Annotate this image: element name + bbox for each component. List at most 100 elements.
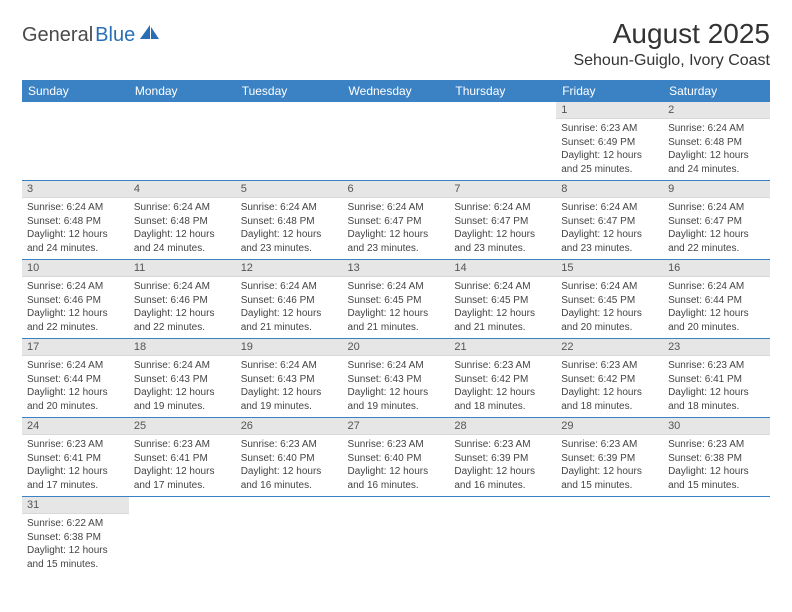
- day-number: 8: [556, 181, 663, 198]
- header: GeneralBlue August 2025 Sehoun-Guiglo, I…: [22, 18, 770, 70]
- weekday-header: Thursday: [449, 80, 556, 102]
- day-content: Sunrise: 6:23 AMSunset: 6:39 PMDaylight:…: [449, 435, 556, 496]
- day-content: Sunrise: 6:24 AMSunset: 6:47 PMDaylight:…: [449, 198, 556, 259]
- daylight-text-2: and 21 minutes.: [241, 321, 338, 335]
- daylight-text-1: Daylight: 12 hours: [454, 307, 551, 321]
- day-number: 30: [663, 418, 770, 435]
- day-content: Sunrise: 6:23 AMSunset: 6:40 PMDaylight:…: [343, 435, 450, 496]
- daylight-text-1: Daylight: 12 hours: [27, 228, 124, 242]
- sunset-text: Sunset: 6:48 PM: [134, 215, 231, 229]
- day-number: 27: [343, 418, 450, 435]
- daylight-text-1: Daylight: 12 hours: [668, 465, 765, 479]
- calendar-day-cell: 4Sunrise: 6:24 AMSunset: 6:48 PMDaylight…: [129, 181, 236, 260]
- calendar-day-cell: 8Sunrise: 6:24 AMSunset: 6:47 PMDaylight…: [556, 181, 663, 260]
- daylight-text-1: Daylight: 12 hours: [134, 465, 231, 479]
- sunrise-text: Sunrise: 6:24 AM: [134, 201, 231, 215]
- calendar-empty-cell: [449, 102, 556, 181]
- calendar-day-cell: 18Sunrise: 6:24 AMSunset: 6:43 PMDayligh…: [129, 339, 236, 418]
- sunset-text: Sunset: 6:43 PM: [241, 373, 338, 387]
- sunrise-text: Sunrise: 6:24 AM: [27, 359, 124, 373]
- sunrise-text: Sunrise: 6:23 AM: [454, 438, 551, 452]
- sunrise-text: Sunrise: 6:23 AM: [561, 122, 658, 136]
- daylight-text-2: and 17 minutes.: [27, 479, 124, 493]
- sunset-text: Sunset: 6:47 PM: [348, 215, 445, 229]
- day-content: Sunrise: 6:24 AMSunset: 6:48 PMDaylight:…: [129, 198, 236, 259]
- daylight-text-2: and 22 minutes.: [668, 242, 765, 256]
- calendar-table: SundayMondayTuesdayWednesdayThursdayFrid…: [22, 80, 770, 575]
- weekday-header: Tuesday: [236, 80, 343, 102]
- daylight-text-2: and 19 minutes.: [348, 400, 445, 414]
- sunset-text: Sunset: 6:48 PM: [668, 136, 765, 150]
- title-block: August 2025 Sehoun-Guiglo, Ivory Coast: [573, 18, 770, 70]
- calendar-empty-cell: [449, 497, 556, 576]
- daylight-text-1: Daylight: 12 hours: [561, 149, 658, 163]
- sunrise-text: Sunrise: 6:24 AM: [241, 280, 338, 294]
- brand-text-general: General: [22, 24, 93, 47]
- day-number: 2: [663, 102, 770, 119]
- sunrise-text: Sunrise: 6:23 AM: [668, 359, 765, 373]
- calendar-day-cell: 20Sunrise: 6:24 AMSunset: 6:43 PMDayligh…: [343, 339, 450, 418]
- sunset-text: Sunset: 6:46 PM: [241, 294, 338, 308]
- sunrise-text: Sunrise: 6:24 AM: [27, 201, 124, 215]
- daylight-text-1: Daylight: 12 hours: [134, 228, 231, 242]
- calendar-week-row: 17Sunrise: 6:24 AMSunset: 6:44 PMDayligh…: [22, 339, 770, 418]
- sunset-text: Sunset: 6:48 PM: [27, 215, 124, 229]
- day-content: Sunrise: 6:22 AMSunset: 6:38 PMDaylight:…: [22, 514, 129, 575]
- daylight-text-2: and 24 minutes.: [27, 242, 124, 256]
- day-number: 14: [449, 260, 556, 277]
- calendar-week-row: 24Sunrise: 6:23 AMSunset: 6:41 PMDayligh…: [22, 418, 770, 497]
- sunset-text: Sunset: 6:46 PM: [134, 294, 231, 308]
- day-number: 10: [22, 260, 129, 277]
- daylight-text-2: and 16 minutes.: [348, 479, 445, 493]
- calendar-day-cell: 26Sunrise: 6:23 AMSunset: 6:40 PMDayligh…: [236, 418, 343, 497]
- day-content: Sunrise: 6:24 AMSunset: 6:45 PMDaylight:…: [556, 277, 663, 338]
- day-content: Sunrise: 6:24 AMSunset: 6:43 PMDaylight:…: [129, 356, 236, 417]
- calendar-day-cell: 2Sunrise: 6:24 AMSunset: 6:48 PMDaylight…: [663, 102, 770, 181]
- sunrise-text: Sunrise: 6:24 AM: [454, 280, 551, 294]
- sunset-text: Sunset: 6:45 PM: [561, 294, 658, 308]
- calendar-empty-cell: [236, 102, 343, 181]
- daylight-text-1: Daylight: 12 hours: [27, 386, 124, 400]
- weekday-header: Saturday: [663, 80, 770, 102]
- calendar-body: 1Sunrise: 6:23 AMSunset: 6:49 PMDaylight…: [22, 102, 770, 575]
- daylight-text-2: and 20 minutes.: [561, 321, 658, 335]
- daylight-text-1: Daylight: 12 hours: [241, 307, 338, 321]
- day-content: Sunrise: 6:24 AMSunset: 6:46 PMDaylight:…: [236, 277, 343, 338]
- calendar-day-cell: 27Sunrise: 6:23 AMSunset: 6:40 PMDayligh…: [343, 418, 450, 497]
- sunset-text: Sunset: 6:47 PM: [668, 215, 765, 229]
- day-content: Sunrise: 6:23 AMSunset: 6:40 PMDaylight:…: [236, 435, 343, 496]
- daylight-text-2: and 23 minutes.: [241, 242, 338, 256]
- daylight-text-2: and 23 minutes.: [454, 242, 551, 256]
- sunset-text: Sunset: 6:43 PM: [348, 373, 445, 387]
- weekday-header: Monday: [129, 80, 236, 102]
- sunset-text: Sunset: 6:44 PM: [27, 373, 124, 387]
- calendar-day-cell: 15Sunrise: 6:24 AMSunset: 6:45 PMDayligh…: [556, 260, 663, 339]
- calendar-day-cell: 25Sunrise: 6:23 AMSunset: 6:41 PMDayligh…: [129, 418, 236, 497]
- sunset-text: Sunset: 6:38 PM: [27, 531, 124, 545]
- calendar-day-cell: 30Sunrise: 6:23 AMSunset: 6:38 PMDayligh…: [663, 418, 770, 497]
- day-content: Sunrise: 6:23 AMSunset: 6:42 PMDaylight:…: [449, 356, 556, 417]
- daylight-text-2: and 23 minutes.: [348, 242, 445, 256]
- sunrise-text: Sunrise: 6:23 AM: [561, 438, 658, 452]
- calendar-empty-cell: [343, 102, 450, 181]
- calendar-day-cell: 19Sunrise: 6:24 AMSunset: 6:43 PMDayligh…: [236, 339, 343, 418]
- calendar-empty-cell: [236, 497, 343, 576]
- sunset-text: Sunset: 6:41 PM: [134, 452, 231, 466]
- daylight-text-1: Daylight: 12 hours: [561, 465, 658, 479]
- sunset-text: Sunset: 6:42 PM: [454, 373, 551, 387]
- calendar-header-row: SundayMondayTuesdayWednesdayThursdayFrid…: [22, 80, 770, 102]
- day-number: 26: [236, 418, 343, 435]
- day-content: Sunrise: 6:24 AMSunset: 6:45 PMDaylight:…: [343, 277, 450, 338]
- calendar-day-cell: 24Sunrise: 6:23 AMSunset: 6:41 PMDayligh…: [22, 418, 129, 497]
- daylight-text-1: Daylight: 12 hours: [668, 149, 765, 163]
- sunset-text: Sunset: 6:45 PM: [348, 294, 445, 308]
- weekday-header: Wednesday: [343, 80, 450, 102]
- calendar-day-cell: 14Sunrise: 6:24 AMSunset: 6:45 PMDayligh…: [449, 260, 556, 339]
- daylight-text-2: and 17 minutes.: [134, 479, 231, 493]
- sunrise-text: Sunrise: 6:23 AM: [27, 438, 124, 452]
- daylight-text-1: Daylight: 12 hours: [241, 465, 338, 479]
- day-number: 19: [236, 339, 343, 356]
- daylight-text-2: and 22 minutes.: [27, 321, 124, 335]
- daylight-text-2: and 19 minutes.: [134, 400, 231, 414]
- daylight-text-2: and 18 minutes.: [561, 400, 658, 414]
